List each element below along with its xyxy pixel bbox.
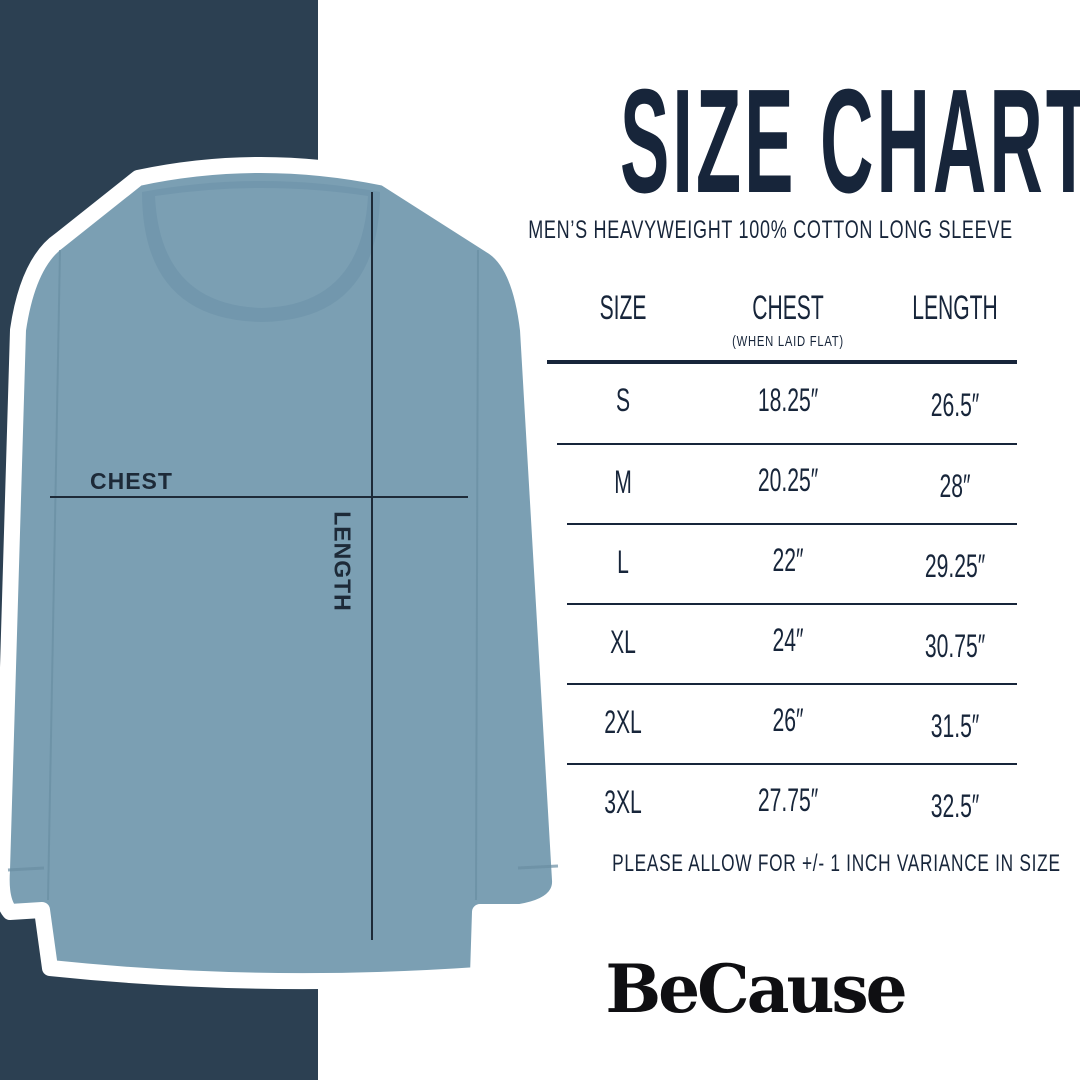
- cell-size: 3XL: [604, 784, 642, 820]
- header-chest-note: (WHEN LAID FLAT): [732, 333, 844, 350]
- brand-logo: BeCause: [605, 950, 907, 1028]
- variance-note: PLEASE ALLOW FOR +/- 1 INCH VARIANCE IN …: [612, 850, 1061, 877]
- row-divider: [567, 523, 1017, 525]
- cell-length: 28″: [939, 468, 971, 504]
- subtitle: MEN’S HEAVYWEIGHT 100% COTTON LONG SLEEV…: [528, 216, 1013, 244]
- cell-size: L: [617, 544, 629, 580]
- cell-chest: 20.25″: [757, 462, 819, 498]
- row-divider: [567, 763, 1017, 765]
- cell-length: 32.5″: [930, 788, 980, 824]
- header-length: LENGTH: [912, 289, 998, 327]
- cell-size: S: [615, 382, 631, 418]
- chest-label: CHEST: [90, 468, 173, 494]
- cell-length: 26.5″: [930, 387, 980, 423]
- cell-length: 29.25″: [924, 548, 986, 584]
- header-size: SIZE: [599, 289, 647, 327]
- shirt-illustration: [0, 157, 568, 990]
- cell-size: XL: [610, 624, 636, 660]
- header-chest: CHEST: [752, 289, 824, 327]
- cell-size: 2XL: [604, 704, 642, 740]
- row-divider: [557, 443, 1017, 445]
- length-label: LENGTH: [329, 511, 356, 612]
- cell-chest: 22″: [772, 542, 804, 578]
- cell-chest: 26″: [772, 702, 804, 738]
- cell-chest: 27.75″: [757, 782, 819, 818]
- cell-chest: 24″: [772, 622, 804, 658]
- header-divider: [547, 360, 1017, 364]
- cell-length: 30.75″: [924, 628, 986, 664]
- cell-size: M: [614, 464, 632, 500]
- cell-chest: 18.25″: [757, 382, 819, 418]
- row-divider: [567, 683, 1017, 685]
- row-divider: [567, 603, 1017, 605]
- page-title: SIZE CHART: [620, 59, 1080, 224]
- cell-length: 31.5″: [930, 708, 980, 744]
